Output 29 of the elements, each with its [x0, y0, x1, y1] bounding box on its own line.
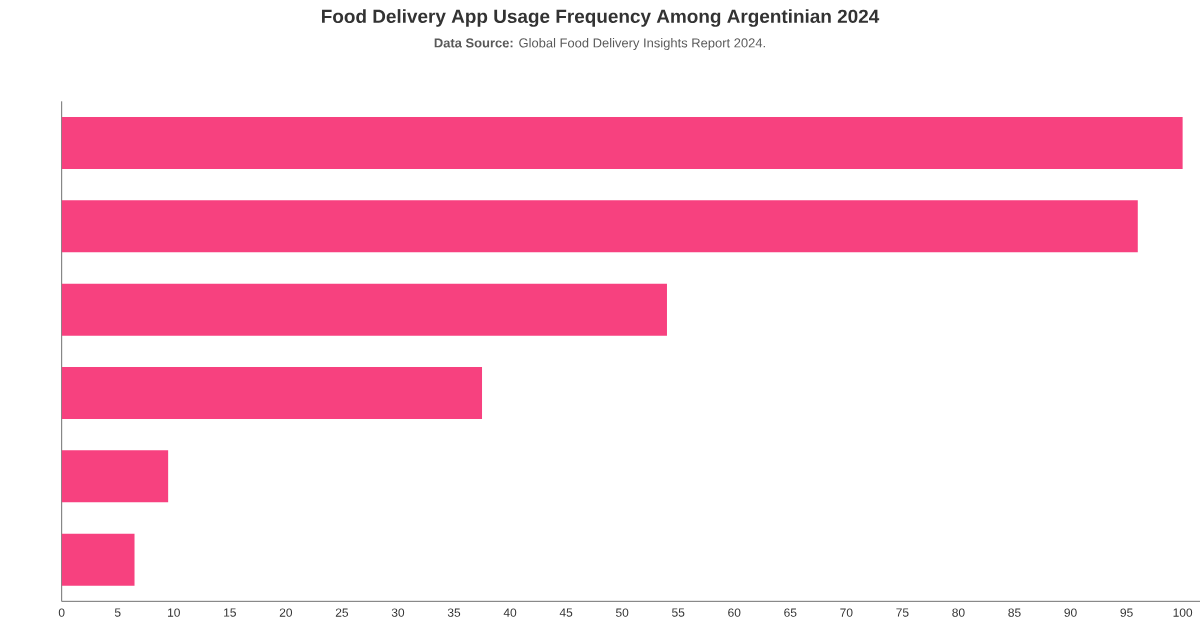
x-tick-label: 55	[672, 608, 685, 617]
x-tick-label: 95	[1120, 608, 1133, 617]
x-tick-label: 45	[559, 608, 573, 617]
bar	[61, 533, 135, 586]
x-tick-label: 40	[503, 608, 517, 617]
bar	[61, 367, 483, 419]
x-tick-label: 60	[728, 608, 741, 617]
chart-title: Food Delivery App Usage Frequency Among Argentinian 2024	[322, 9, 880, 27]
bar	[61, 450, 169, 503]
x-tick-label: 70	[840, 608, 853, 617]
bar	[61, 116, 1183, 169]
x-tick-label: 85	[1008, 608, 1021, 617]
x-tick-label: 100	[1173, 608, 1193, 617]
text: Data Source: Global Food Delivery Insights Report 2024.	[434, 37, 765, 51]
x-tick-label: 80	[952, 608, 965, 617]
x-tick-label: 10	[168, 608, 180, 617]
x-tick-label: 20	[279, 608, 293, 617]
x-tick-label: 90	[1064, 608, 1077, 617]
x-tick-label: 50	[615, 608, 629, 617]
x-tick-label: 5	[114, 608, 121, 617]
x-tick-label: 0	[58, 608, 65, 617]
x-tick-label: 25	[335, 608, 349, 617]
x-tick-label: 75	[896, 608, 909, 617]
x-tick-label: 15	[224, 608, 236, 617]
x-tick-label: 30	[391, 608, 405, 617]
bar	[61, 200, 1138, 253]
x-tick-label: 65	[784, 608, 797, 617]
x-tick-label: 35	[447, 608, 461, 617]
bar	[61, 283, 667, 336]
